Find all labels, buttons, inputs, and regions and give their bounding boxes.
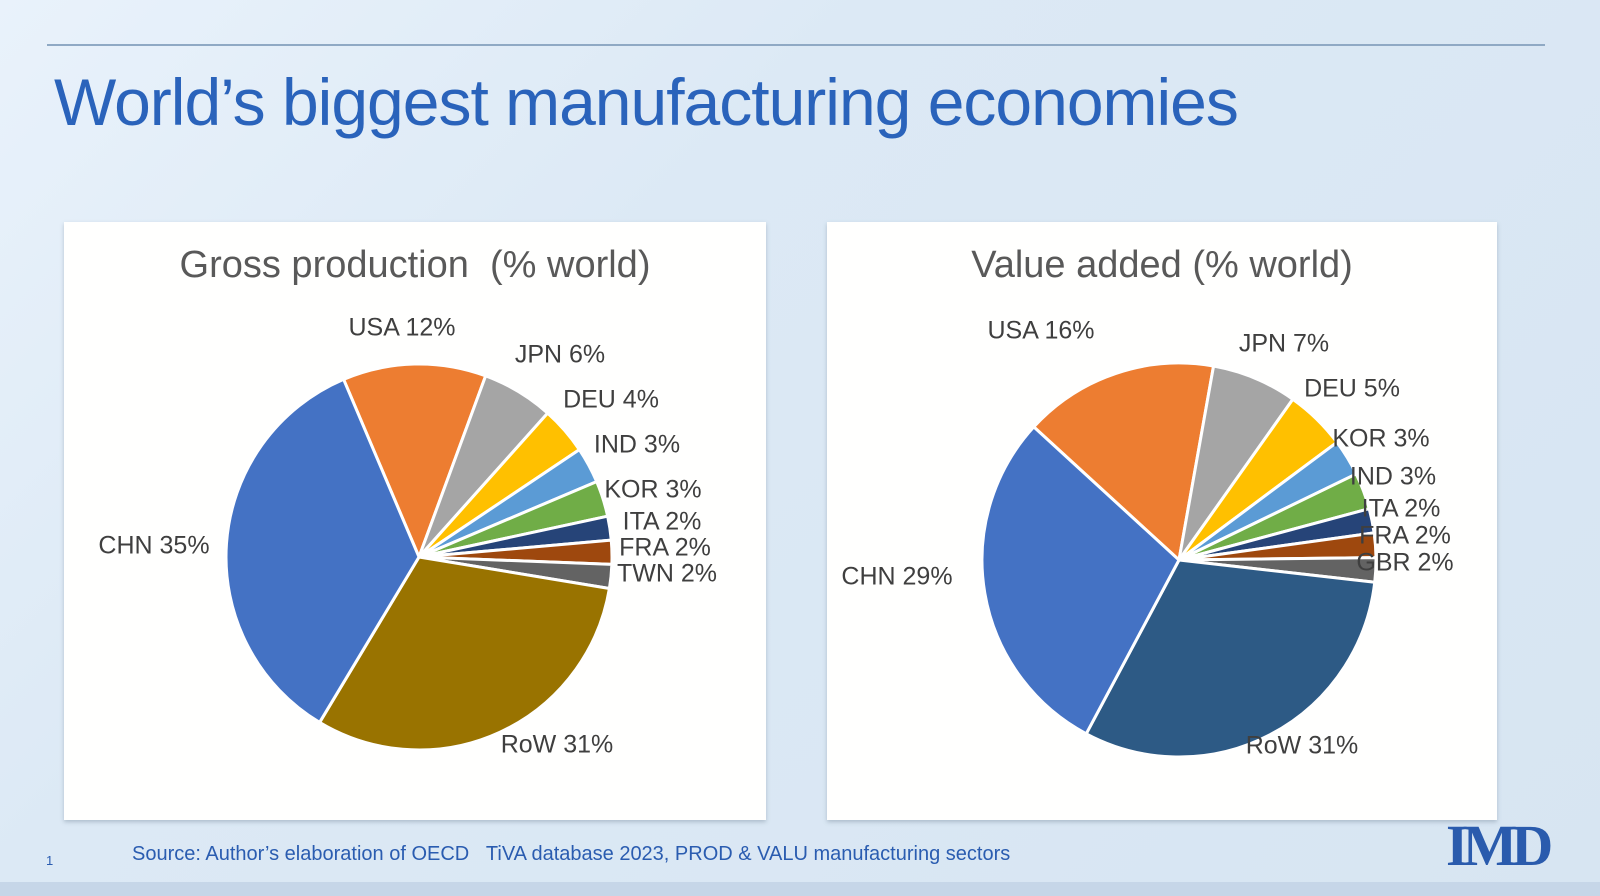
pie-slice-chn xyxy=(980,425,1181,736)
pie-label-deu: DEU 4% xyxy=(563,385,659,414)
pie-slice-row xyxy=(318,555,611,752)
source-text: Source: Author’s elaboration of OECD TiV… xyxy=(132,843,1011,865)
pie-label-usa: USA 12% xyxy=(348,313,456,342)
pie-label-ita: ITA 2% xyxy=(1361,494,1441,523)
pie-label-fra: FRA 2% xyxy=(619,533,711,562)
pie-label-row: RoW 31% xyxy=(1245,731,1359,760)
pie-slice-row xyxy=(1084,558,1377,759)
pie-label-row: RoW 31% xyxy=(500,730,614,759)
pie-label-fra: FRA 2% xyxy=(1359,521,1451,550)
page-number: 1 xyxy=(46,853,54,868)
pie-slice-usa xyxy=(342,362,488,559)
pie-label-ita: ITA 2% xyxy=(622,507,702,536)
page-title: World’s biggest manufacturing economies xyxy=(54,65,1239,139)
pie-label-ind: IND 3% xyxy=(593,430,681,459)
pie-label-chn: CHN 35% xyxy=(98,531,210,560)
pie-label-deu: DEU 5% xyxy=(1304,374,1400,403)
pie-label-ind: IND 3% xyxy=(1349,462,1437,491)
value-added-chart-title: Value added (% world) xyxy=(971,244,1353,286)
gross-production-chart-title: Gross production (% world) xyxy=(179,244,651,286)
pie-label-usa: USA 16% xyxy=(987,316,1095,345)
imd-logo: IMD xyxy=(1446,813,1553,878)
pie-label-chn: CHN 29% xyxy=(841,562,953,591)
bottom-edge-strip xyxy=(0,882,1600,896)
pie-label-jpn: JPN 7% xyxy=(1238,329,1330,358)
pie-label-kor: KOR 3% xyxy=(1332,424,1430,453)
title-rule xyxy=(47,44,1545,46)
pie-label-gbr: GBR 2% xyxy=(1356,548,1454,577)
pie-slice-usa xyxy=(1032,361,1216,562)
pie-label-twn: TWN 2% xyxy=(617,559,717,588)
pie-label-jpn: JPN 6% xyxy=(514,340,606,369)
pie-label-kor: KOR 3% xyxy=(604,475,702,504)
pie-slice-chn xyxy=(224,377,421,724)
